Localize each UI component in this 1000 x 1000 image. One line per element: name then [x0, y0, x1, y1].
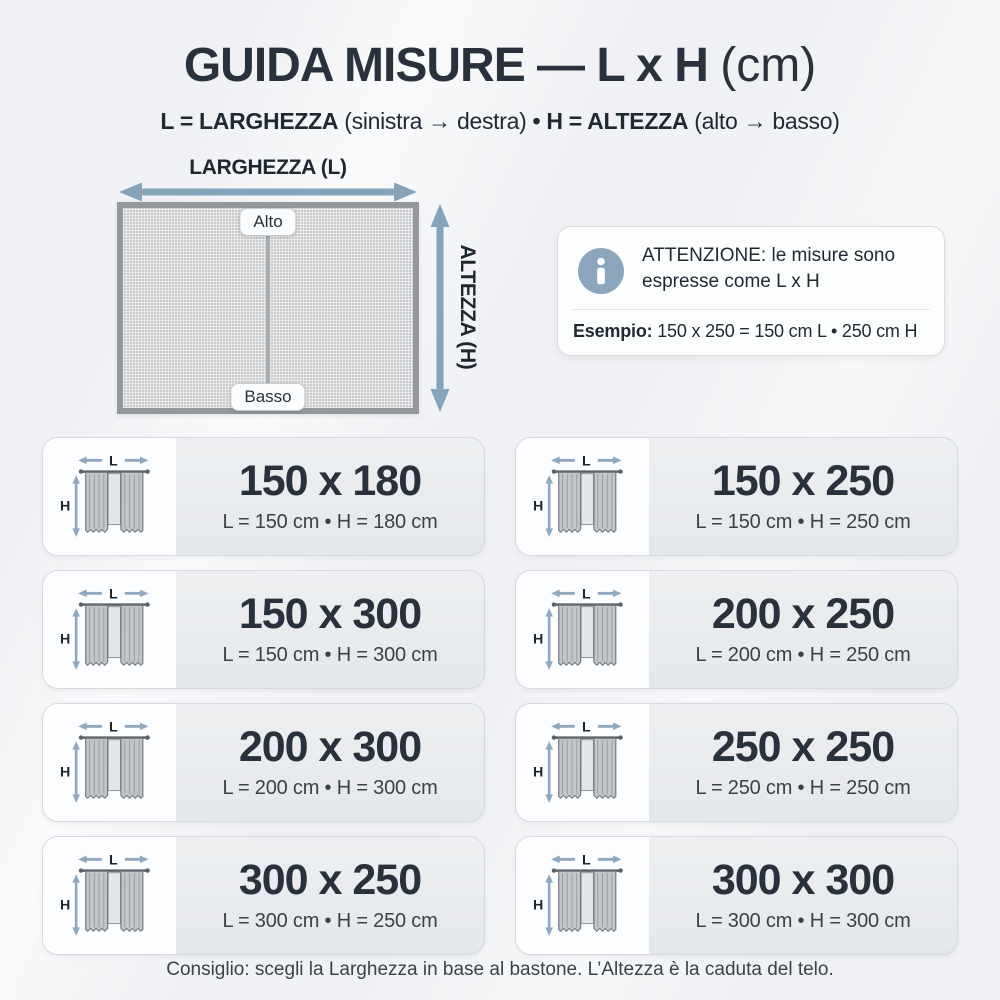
attention-example: Esempio: 150 x 250 = 150 cm L • 250 cm H — [573, 321, 935, 342]
page-title: GUIDA MISURE — L x H (cm) — [0, 38, 1000, 93]
horizontal-double-arrow-icon — [119, 182, 417, 202]
svg-text:L: L — [109, 852, 118, 868]
bottom-edge-pill: Basso — [230, 383, 306, 411]
attention-text: ATTENZIONE: le misure sono espresse come… — [642, 245, 896, 293]
svg-text:H: H — [60, 897, 70, 913]
size-value: 300 x 300 — [711, 855, 895, 904]
size-detail: L = 300 cm • H = 250 cm — [222, 909, 438, 932]
svg-text:L: L — [582, 719, 591, 735]
legend-line: L = LARGHEZZA (sinistra → destra) • H = … — [0, 108, 1000, 135]
size-value: 150 x 300 — [238, 589, 422, 638]
size-card: L H — [42, 437, 485, 556]
info-icon — [578, 248, 624, 294]
size-card-body: 300 x 250 L = 300 cm • H = 250 cm — [176, 837, 484, 954]
vertical-double-arrow-icon — [430, 204, 450, 412]
curtain-icon: L H — [516, 438, 649, 555]
size-card: L H — [42, 703, 485, 822]
attention-example-label: Esempio: — [573, 321, 653, 341]
attention-divider — [572, 309, 930, 310]
size-grid: L H — [42, 437, 958, 955]
legend-h-strong: H = ALTEZZA — [546, 108, 689, 134]
curtain-icon: L H — [516, 704, 649, 821]
size-card: L H — [42, 836, 485, 955]
curtain-icon: L H — [43, 438, 176, 555]
size-detail: L = 150 cm • H = 180 cm — [222, 510, 438, 533]
footer-tip: Consiglio: scegli la Larghezza in base a… — [166, 959, 834, 980]
svg-text:H: H — [60, 631, 70, 647]
size-detail: L = 300 cm • H = 300 cm — [695, 909, 911, 932]
page-title-unit: (cm) — [720, 39, 817, 92]
size-card-body: 150 x 180 L = 150 cm • H = 180 cm — [176, 438, 484, 555]
size-card: L H — [42, 570, 485, 689]
size-detail: L = 200 cm • H = 250 cm — [695, 643, 911, 666]
measurement-diagram: LARGHEZZA (L) Alto Basso ALTEZZA (H) — [65, 156, 495, 436]
svg-text:H: H — [533, 764, 543, 780]
size-value: 200 x 300 — [238, 722, 422, 771]
size-detail: L = 150 cm • H = 300 cm — [222, 643, 438, 666]
svg-text:L: L — [109, 586, 118, 602]
legend-h-note: (alto → basso) — [694, 108, 840, 134]
size-value: 250 x 250 — [711, 722, 895, 771]
size-card-body: 150 x 250 L = 150 cm • H = 250 cm — [649, 438, 957, 555]
size-card-body: 300 x 300 L = 300 cm • H = 300 cm — [649, 837, 957, 954]
svg-text:L: L — [582, 453, 591, 469]
curtain-icon: L H — [516, 837, 649, 954]
size-card: L H — [515, 703, 958, 822]
size-card-body: 200 x 250 L = 200 cm • H = 250 cm — [649, 571, 957, 688]
size-detail: L = 200 cm • H = 300 cm — [222, 776, 438, 799]
legend-l-strong: L = LARGHEZZA — [160, 108, 339, 134]
svg-text:H: H — [60, 498, 70, 514]
height-axis-label: ALTEZZA (H) — [456, 244, 479, 370]
svg-text:H: H — [60, 764, 70, 780]
size-detail: L = 250 cm • H = 250 cm — [695, 776, 911, 799]
size-card: L H — [515, 836, 958, 955]
svg-text:L: L — [109, 453, 118, 469]
size-card-body: 250 x 250 L = 250 cm • H = 250 cm — [649, 704, 957, 821]
top-edge-pill: Alto — [239, 208, 297, 236]
fabric-swatch — [117, 202, 419, 414]
size-card: L H — [515, 437, 958, 556]
svg-text:L: L — [582, 852, 591, 868]
curtain-icon: L H — [43, 571, 176, 688]
width-axis-label: LARGHEZZA (L) — [189, 156, 347, 179]
page-title-main: GUIDA MISURE — L x H — [183, 39, 709, 92]
svg-text:H: H — [533, 631, 543, 647]
legend-l-note: (sinistra → destra) — [344, 108, 527, 134]
svg-text:L: L — [109, 719, 118, 735]
size-card: L H — [515, 570, 958, 689]
size-card-body: 150 x 300 L = 150 cm • H = 300 cm — [176, 571, 484, 688]
attention-box: ATTENZIONE: le misure sono espresse come… — [557, 226, 945, 356]
curtain-icon: L H — [43, 837, 176, 954]
size-value: 200 x 250 — [711, 589, 895, 638]
size-detail: L = 150 cm • H = 250 cm — [695, 510, 911, 533]
size-value: 150 x 180 — [238, 456, 422, 505]
size-value: 300 x 250 — [238, 855, 422, 904]
size-value: 150 x 250 — [711, 456, 895, 505]
svg-text:H: H — [533, 897, 543, 913]
svg-text:L: L — [582, 586, 591, 602]
attention-example-value: 150 x 250 = 150 cm L • 250 cm H — [657, 321, 918, 341]
curtain-icon: L H — [516, 571, 649, 688]
size-card-body: 200 x 300 L = 200 cm • H = 300 cm — [176, 704, 484, 821]
svg-text:H: H — [533, 498, 543, 514]
curtain-icon: L H — [43, 704, 176, 821]
legend-separator: • — [532, 108, 541, 134]
